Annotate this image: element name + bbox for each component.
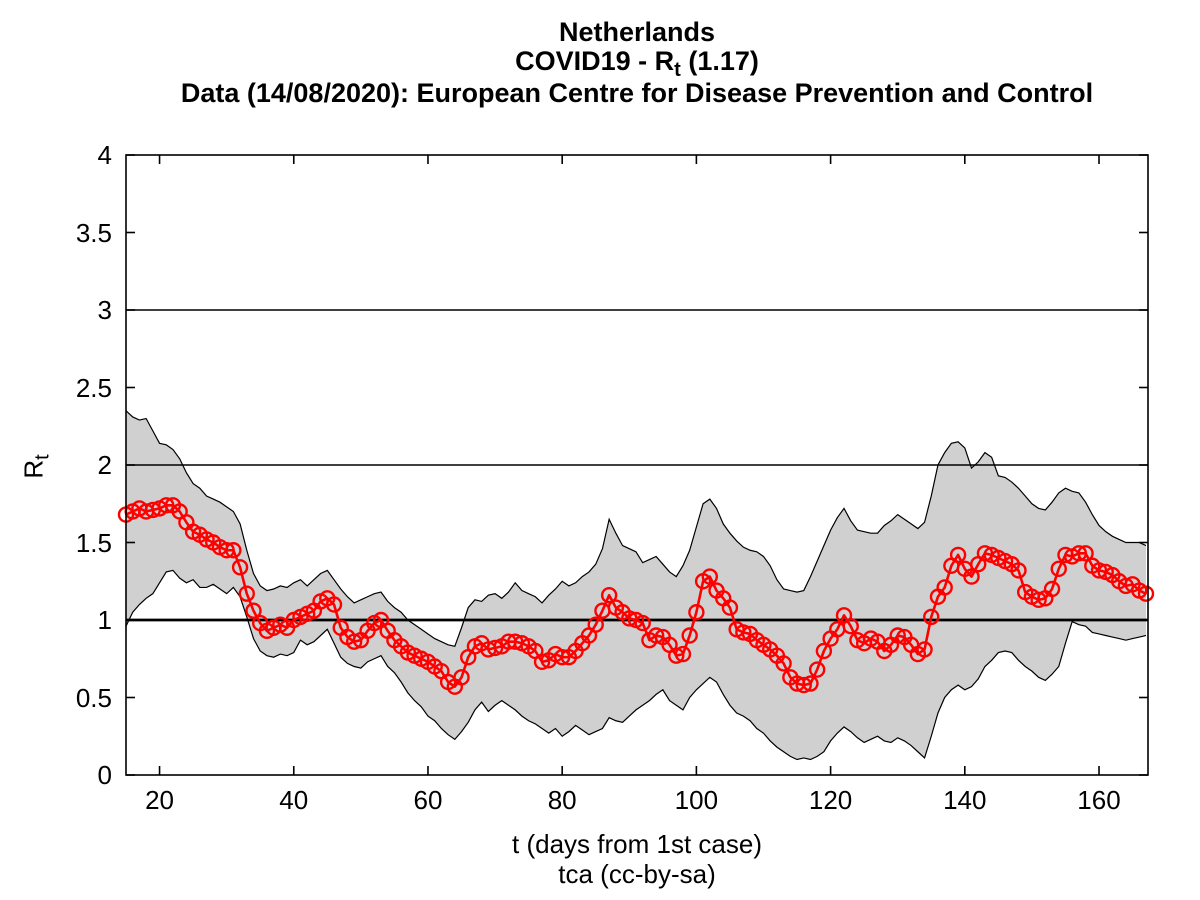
rt-data-marker [963,568,980,585]
rt-data-marker [453,669,470,686]
rt-data-marker [533,653,551,671]
rt-data-marker [681,627,698,644]
rt-data-marker [674,645,692,663]
rt-data-marker [1137,585,1155,602]
rt-data-marker [1043,580,1061,598]
confidence-band-lower-edge [125,569,1147,761]
rt-data-marker [936,579,953,596]
rt-data-marker [238,585,255,602]
y-tick-label: 3 [97,295,112,325]
confidence-band-upper-edge [125,410,1147,648]
rt-data-marker [1010,562,1027,579]
title-main-prefix: COVID19 - R [515,46,675,76]
rt-data-marker [345,633,363,650]
rt-data-marker [735,624,752,641]
y-tick-label: 0 [97,760,112,790]
title-main-subscript: t [674,59,681,81]
rt-data-marker [668,647,685,664]
x-tick-label: 40 [279,785,309,815]
x-tick-label: 120 [808,785,853,815]
x-axis-credit: tca (cc-by-sa) [558,859,716,889]
rt-data-marker [600,587,618,604]
title-country: Netherlands [558,17,716,47]
rt-data-marker [775,655,792,672]
confidence-band [126,410,1146,760]
rt-data-marker [647,627,665,644]
rt-data-marker [587,616,604,633]
rt-data-marker [795,676,812,694]
rt-data-marker [688,604,705,621]
x-axis-label: t (days from 1st case) [512,829,762,859]
rt-data-marker [158,497,175,514]
x-tick-label: 100 [674,785,719,815]
rt-data-marker [889,627,906,644]
x-tick-label: 140 [943,785,987,815]
rt-data-marker [949,546,967,564]
y-tick-label: 1.5 [75,527,112,558]
rt-data-marker [1050,560,1067,578]
y-tick-label: 3.5 [75,217,112,248]
title-main: COVID19 - Rt (1.17) [126,46,1148,82]
rt-data-marker [486,639,504,657]
rt-data-marker [553,649,571,666]
rt-data-marker [1077,545,1094,562]
rt-data-marker [842,618,859,635]
rt-data-marker [721,599,739,616]
rt-data-marker [916,641,933,658]
rt-data-marker [701,568,719,585]
y-tick-label: 4 [97,140,112,170]
rt-data-marker [1030,591,1047,609]
rt-markers [117,497,1155,695]
rt-data-marker [1070,545,1088,562]
rt-data-marker [231,559,249,576]
chart-title-block: Netherlands COVID19 - Rt (1.17) Data (14… [126,18,1148,108]
rt-data-marker [634,614,651,632]
rt-data-marker [325,596,343,613]
y-tick-label: 0.5 [75,682,112,713]
title-source: Data (14/08/2020): European Centre for D… [180,78,1094,108]
rt-data-marker [245,602,262,619]
rt-data-marker [808,661,826,678]
y-tick-label: 2.5 [75,372,112,403]
rt-data-marker [923,608,940,626]
x-tick-label: 60 [413,785,443,815]
y-tick-label: 2 [97,450,112,480]
rt-data-marker [802,675,819,692]
y-tick-label: 1 [97,605,112,635]
x-tick-label: 160 [1077,785,1121,815]
rt-data-marker [815,642,833,660]
title-main-suffix: (1.17) [680,46,759,76]
x-tick-label: 80 [547,785,577,815]
rt-data-marker [225,542,242,559]
x-axis-label-block: t (days from 1st case) tca (cc-by-sa) [126,829,1148,889]
x-tick-label: 20 [145,785,174,815]
rt-data-marker [218,542,235,559]
